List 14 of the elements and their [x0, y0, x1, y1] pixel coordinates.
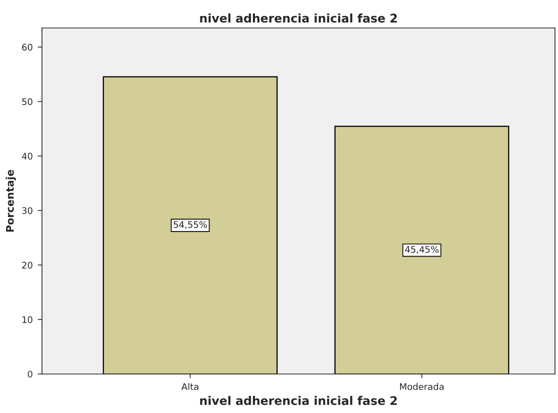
data-label: 45,45% [405, 246, 439, 254]
y-tick-label: 40 [22, 152, 32, 160]
x-tick-label: Alta [181, 383, 198, 390]
data-label: 54,55% [174, 221, 207, 229]
x-tick-label: Moderada [400, 383, 444, 390]
x-axis-title: nivel adherencia inicial fase 2 [200, 396, 397, 406]
y-tick-label: 30 [22, 207, 32, 214]
y-tick-label: 10 [22, 316, 32, 324]
chart-title: nivel adherencia inicial fase 2 [200, 13, 397, 23]
y-axis-title: Porcentaje [6, 170, 16, 232]
y-tick-label: 50 [22, 98, 32, 106]
y-tick-label: 0 [28, 370, 32, 378]
y-tick-label: 60 [22, 44, 32, 51]
y-tick-label: 20 [22, 262, 32, 269]
